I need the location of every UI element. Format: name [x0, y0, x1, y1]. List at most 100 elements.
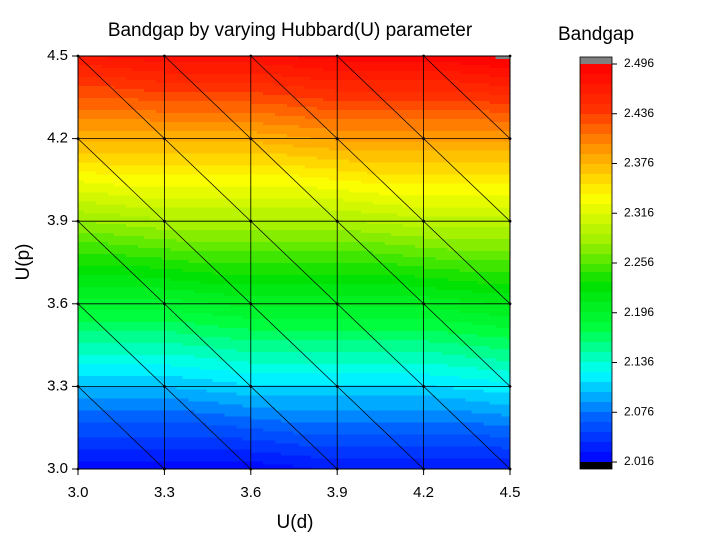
contour-cell	[471, 312, 479, 317]
contour-cell	[397, 327, 404, 332]
contour-cell	[120, 449, 127, 453]
contour-cell	[120, 461, 127, 465]
contour-cell	[224, 242, 231, 246]
contour-cell	[144, 369, 151, 374]
contour-cell	[90, 348, 97, 353]
contour-cell	[132, 366, 139, 371]
contour-cell	[206, 375, 213, 380]
contour-cell	[447, 372, 455, 377]
contour-cell	[423, 369, 431, 374]
contour-cell	[144, 221, 151, 225]
contour-cell	[373, 428, 380, 432]
contour-cell	[206, 407, 213, 411]
contour-cell	[176, 330, 183, 335]
contour-cell	[248, 315, 252, 320]
contour-cell	[90, 309, 97, 314]
contour-cell	[90, 245, 97, 249]
contour-cell	[144, 251, 151, 255]
contour-cell	[164, 372, 171, 377]
contour-cell	[361, 351, 368, 356]
contour-cell	[120, 269, 127, 273]
contour-cell	[114, 458, 121, 462]
contour-cell	[236, 410, 243, 414]
contour-cell	[150, 254, 157, 258]
contour-cell	[194, 336, 201, 341]
contour-cell	[132, 455, 139, 459]
contour-cell	[156, 398, 163, 402]
contour-cell	[248, 369, 252, 374]
contour-cell	[286, 407, 294, 411]
contour-cell	[483, 446, 491, 450]
contour-cell	[200, 369, 207, 374]
contour-cell	[298, 318, 306, 323]
contour-cell	[349, 428, 356, 432]
contour-cell	[200, 401, 207, 405]
contour-cell	[218, 437, 225, 441]
contour-cell	[176, 303, 183, 308]
contour-cell	[120, 336, 127, 341]
contour-cell	[322, 318, 330, 323]
contour-cell	[465, 375, 473, 380]
contour-cell	[120, 464, 127, 468]
contour-cell	[483, 464, 491, 468]
contour-cell	[274, 422, 282, 426]
contour-cell	[435, 312, 443, 317]
contour-cell	[194, 458, 201, 462]
contour-cell	[483, 381, 491, 386]
contour-cell	[274, 330, 282, 335]
contour-cell	[483, 434, 491, 438]
contour-cell	[84, 257, 91, 261]
contour-cell	[164, 422, 171, 426]
contour-cell	[182, 233, 189, 237]
contour-cell	[212, 425, 219, 429]
contour-cell	[471, 443, 479, 447]
contour-cell	[126, 381, 133, 386]
contour-cell	[96, 351, 103, 356]
contour-cell	[138, 389, 145, 393]
contour-cell	[230, 239, 237, 243]
contour-cell	[397, 318, 404, 323]
contour-cell	[409, 366, 416, 371]
contour-cell	[304, 357, 312, 362]
contour-cell	[102, 437, 109, 441]
contour-cell	[415, 357, 422, 362]
contour-cell	[501, 312, 509, 317]
contour-cell	[337, 419, 344, 423]
contour-cell	[337, 440, 344, 444]
contour-cell	[292, 306, 300, 311]
contour-cell	[188, 299, 195, 303]
contour-cell	[385, 455, 392, 459]
contour-cell	[182, 318, 189, 323]
contour-cell	[397, 312, 404, 317]
contour-cell	[421, 333, 425, 338]
contour-cell	[262, 434, 270, 438]
contour-cell	[132, 416, 139, 420]
contour-cell	[262, 360, 270, 365]
contour-cell	[242, 413, 249, 417]
contour-cell	[316, 372, 324, 377]
contour-cell	[84, 378, 91, 383]
contour-cell	[182, 342, 189, 347]
contour-cell	[108, 458, 115, 462]
contour-cell	[242, 458, 249, 462]
contour-cell	[328, 303, 336, 308]
contour-cell	[292, 461, 300, 465]
contour-cell	[162, 449, 165, 453]
contour-cell	[316, 413, 324, 417]
contour-cell	[78, 434, 85, 438]
contour-cell	[256, 464, 264, 468]
contour-cell	[250, 452, 258, 456]
contour-cell	[126, 260, 133, 264]
contour-cell	[236, 345, 243, 350]
contour-cell	[465, 363, 473, 368]
contour-cell	[194, 378, 201, 383]
contour-cell	[132, 407, 139, 411]
contour-cell	[108, 440, 115, 444]
contour-cell	[182, 416, 189, 420]
contour-cell	[138, 327, 145, 332]
contour-cell	[206, 224, 213, 228]
contour-cell	[447, 386, 455, 390]
contour-cell	[138, 321, 145, 326]
contour-cell	[90, 440, 97, 444]
contour-cell	[441, 315, 449, 320]
